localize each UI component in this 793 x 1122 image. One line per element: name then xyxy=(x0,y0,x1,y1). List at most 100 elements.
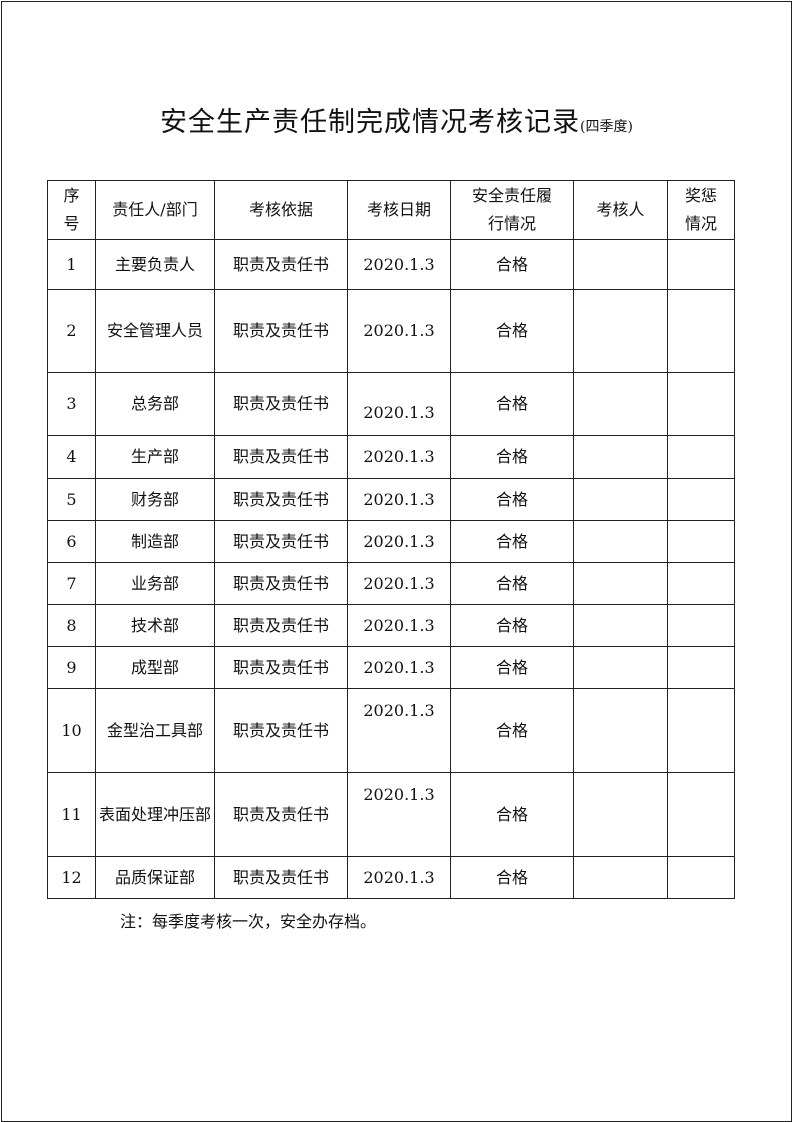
table-row: 7 业务部 职责及责任书 2020.1.3 合格 xyxy=(47,562,735,605)
cell-reward xyxy=(667,478,735,521)
cell-no: 1 xyxy=(47,239,96,290)
assessment-table: 序 号责任人/部门 考核依据 考核日期 安全责任履 行情况 考核人 奖惩 情况 1 主要负责… xyxy=(47,180,735,899)
cell-basis: 职责及责任书 xyxy=(214,688,348,773)
table-row: 9 成型部 职责及责任书 2020.1.3 合格 xyxy=(47,646,735,689)
cell-date: 2020.1.3 xyxy=(347,688,451,773)
cell-reward xyxy=(667,772,735,857)
cell-assessor xyxy=(573,372,668,436)
cell-no: 3 xyxy=(47,372,96,436)
cell-date: 2020.1.3 xyxy=(347,856,451,899)
cell-reward xyxy=(667,520,735,563)
cell-no: 5 xyxy=(47,478,96,521)
cell-result: 合格 xyxy=(450,604,574,647)
header-assessor: 考核人 xyxy=(573,180,668,240)
table-row: 12 品质保证部 职责及责任书 2020.1.3 合格 xyxy=(47,856,735,899)
cell-assessor xyxy=(573,604,668,647)
cell-assessor xyxy=(573,772,668,857)
document-title: 安全生产责任制完成情况考核记录(四季度) xyxy=(0,100,793,139)
cell-dept: 总务部 xyxy=(95,372,215,436)
cell-result: 合格 xyxy=(450,478,574,521)
cell-assessor xyxy=(573,239,668,290)
cell-basis: 职责及责任书 xyxy=(214,289,348,373)
table-row: 5 财务部 职责及责任书 2020.1.3 合格 xyxy=(47,478,735,521)
cell-date: 2020.1.3 xyxy=(347,520,451,563)
table-row: 6 制造部 职责及责任书 2020.1.3 合格 xyxy=(47,520,735,563)
cell-basis: 职责及责任书 xyxy=(214,239,348,290)
cell-assessor xyxy=(573,520,668,563)
header-row: 序 号责任人/部门 考核依据 考核日期 安全责任履 行情况 考核人 奖惩 情况 xyxy=(47,180,735,240)
cell-reward xyxy=(667,688,735,773)
cell-dept: 安全管理人员 xyxy=(95,289,215,373)
cell-dept: 表面处理冲压部 xyxy=(95,772,215,857)
cell-assessor xyxy=(573,688,668,773)
cell-basis: 职责及责任书 xyxy=(214,478,348,521)
cell-reward xyxy=(667,372,735,436)
cell-result: 合格 xyxy=(450,435,574,479)
cell-result: 合格 xyxy=(450,239,574,290)
cell-no: 2 xyxy=(47,289,96,373)
header-dept: 责任人/部门 xyxy=(95,180,215,240)
cell-no: 4 xyxy=(47,435,96,479)
table-row: 2 安全管理人员 职责及责任书 2020.1.3 合格 xyxy=(47,289,735,373)
cell-assessor xyxy=(573,856,668,899)
cell-no: 9 xyxy=(47,646,96,689)
cell-dept: 金型治工具部 xyxy=(95,688,215,773)
cell-date: 2020.1.3 xyxy=(347,435,451,479)
cell-reward xyxy=(667,435,735,479)
cell-result: 合格 xyxy=(450,772,574,857)
cell-dept: 生产部 xyxy=(95,435,215,479)
cell-reward xyxy=(667,239,735,290)
cell-dept: 财务部 xyxy=(95,478,215,521)
table-row: 8 技术部 职责及责任书 2020.1.3 合格 xyxy=(47,604,735,647)
cell-basis: 职责及责任书 xyxy=(214,646,348,689)
cell-basis: 职责及责任书 xyxy=(214,372,348,436)
cell-basis: 职责及责任书 xyxy=(214,435,348,479)
cell-assessor xyxy=(573,478,668,521)
table-row: 4 生产部 职责及责任书 2020.1.3 合格 xyxy=(47,435,735,479)
cell-dept: 品质保证部 xyxy=(95,856,215,899)
cell-dept: 业务部 xyxy=(95,562,215,605)
header-performance: 安全责任履 行情况 xyxy=(450,180,574,240)
cell-date: 2020.1.3 xyxy=(347,562,451,605)
cell-dept: 技术部 xyxy=(95,604,215,647)
footnote: 注：每季度考核一次，安全办存档。 xyxy=(120,912,377,931)
cell-dept: 主要负责人 xyxy=(95,239,215,290)
cell-result: 合格 xyxy=(450,856,574,899)
title-quarter: (四季度) xyxy=(580,119,633,135)
cell-no: 10 xyxy=(47,688,96,773)
cell-date: 2020.1.3 xyxy=(347,646,451,689)
cell-date: 2020.1.3 xyxy=(347,372,451,436)
cell-dept: 成型部 xyxy=(95,646,215,689)
cell-basis: 职责及责任书 xyxy=(214,856,348,899)
cell-reward xyxy=(667,562,735,605)
cell-reward xyxy=(667,289,735,373)
cell-result: 合格 xyxy=(450,520,574,563)
cell-basis: 职责及责任书 xyxy=(214,604,348,647)
cell-result: 合格 xyxy=(450,688,574,773)
table-row: 3 总务部 职责及责任书 2020.1.3 合格 xyxy=(47,372,735,436)
table-row: 1 主要负责人 职责及责任书 2020.1.3 合格 xyxy=(47,239,735,290)
title-text: 安全生产责任制完成情况考核记录 xyxy=(160,107,581,138)
cell-assessor xyxy=(573,562,668,605)
cell-no: 8 xyxy=(47,604,96,647)
cell-reward xyxy=(667,646,735,689)
cell-no: 6 xyxy=(47,520,96,563)
cell-assessor xyxy=(573,435,668,479)
table-row: 10 金型治工具部 职责及责任书 2020.1.3 合格 xyxy=(47,688,735,773)
cell-assessor xyxy=(573,289,668,373)
cell-no: 11 xyxy=(47,772,96,857)
header-reward: 奖惩 情况 xyxy=(667,180,735,240)
cell-reward xyxy=(667,856,735,899)
cell-date: 2020.1.3 xyxy=(347,239,451,290)
cell-result: 合格 xyxy=(450,372,574,436)
header-no: 序 号 xyxy=(47,180,96,240)
cell-result: 合格 xyxy=(450,562,574,605)
table-row: 11 表面处理冲压部 职责及责任书 2020.1.3 合格 xyxy=(47,772,735,857)
cell-basis: 职责及责任书 xyxy=(214,520,348,563)
header-date: 考核日期 xyxy=(347,180,451,240)
cell-result: 合格 xyxy=(450,646,574,689)
cell-no: 12 xyxy=(47,856,96,899)
cell-dept: 制造部 xyxy=(95,520,215,563)
cell-basis: 职责及责任书 xyxy=(214,562,348,605)
cell-reward xyxy=(667,604,735,647)
